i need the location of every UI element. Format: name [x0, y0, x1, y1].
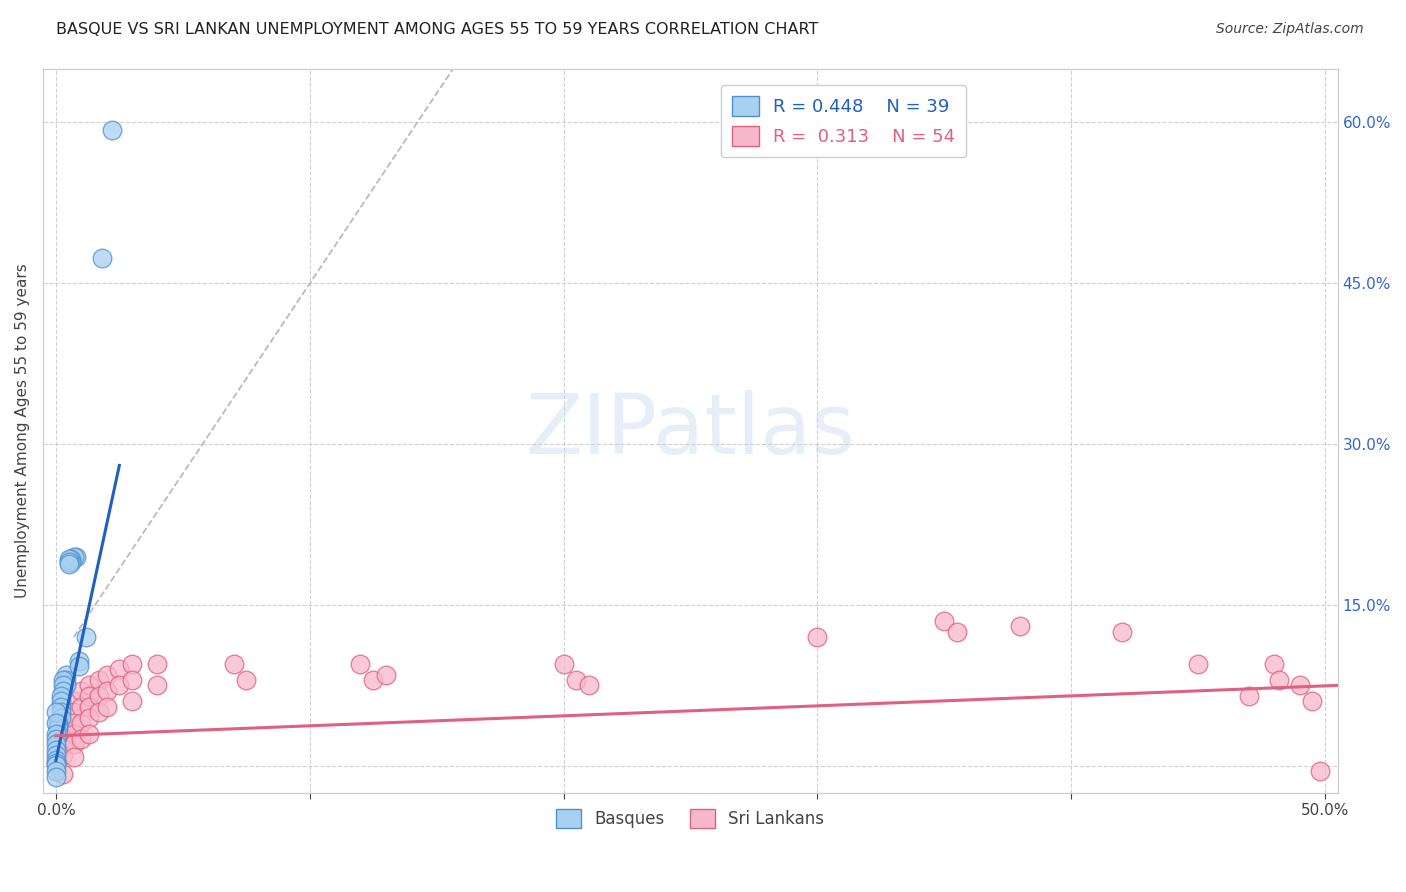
Point	[60, 551, 83, 566]
Point	[121, 657, 143, 671]
Point	[49, 694, 72, 708]
Point	[48, 715, 70, 730]
Point	[553, 657, 575, 671]
Point	[77, 726, 100, 740]
Point	[49, 689, 72, 703]
Point	[70, 699, 93, 714]
Point	[578, 678, 600, 692]
Point	[1237, 689, 1260, 703]
Point	[87, 673, 110, 687]
Point	[45, 770, 67, 784]
Point	[48, 718, 70, 732]
Point	[934, 614, 956, 628]
Point	[49, 705, 72, 719]
Point	[77, 710, 100, 724]
Point	[108, 678, 131, 692]
Point	[52, 748, 75, 763]
Point	[96, 683, 118, 698]
Point	[58, 551, 80, 566]
Point	[565, 673, 588, 687]
Point	[45, 715, 67, 730]
Point	[52, 673, 75, 687]
Point	[70, 683, 93, 698]
Point	[121, 673, 143, 687]
Text: ZIPatlas: ZIPatlas	[526, 390, 855, 471]
Point	[62, 738, 84, 752]
Point	[1301, 694, 1323, 708]
Point	[52, 739, 75, 754]
Point	[235, 673, 257, 687]
Point	[62, 726, 84, 740]
Point	[45, 705, 67, 719]
Point	[45, 748, 67, 763]
Point	[67, 654, 90, 668]
Point	[146, 678, 169, 692]
Point	[55, 678, 77, 692]
Text: Source: ZipAtlas.com: Source: ZipAtlas.com	[1216, 22, 1364, 37]
Point	[87, 705, 110, 719]
Point	[806, 630, 828, 644]
Point	[52, 678, 75, 692]
Point	[946, 624, 969, 639]
Point	[45, 731, 67, 746]
Point	[77, 689, 100, 703]
Point	[55, 667, 77, 681]
Text: BASQUE VS SRI LANKAN UNEMPLOYMENT AMONG AGES 55 TO 59 YEARS CORRELATION CHART: BASQUE VS SRI LANKAN UNEMPLOYMENT AMONG …	[56, 22, 818, 37]
Point	[52, 731, 75, 746]
Point	[52, 721, 75, 735]
Point	[96, 667, 118, 681]
Point	[146, 657, 169, 671]
Point	[100, 122, 122, 136]
Point	[45, 726, 67, 740]
Point	[77, 699, 100, 714]
Point	[62, 705, 84, 719]
Point	[52, 710, 75, 724]
Point	[1268, 673, 1291, 687]
Point	[1263, 657, 1285, 671]
Point	[65, 549, 87, 564]
Point	[58, 557, 80, 571]
Point	[90, 252, 112, 266]
Point	[55, 673, 77, 687]
Point	[349, 657, 371, 671]
Point	[52, 767, 75, 781]
Point	[49, 710, 72, 724]
Point	[1187, 657, 1209, 671]
Point	[62, 694, 84, 708]
Y-axis label: Unemployment Among Ages 55 to 59 years: Unemployment Among Ages 55 to 59 years	[15, 263, 30, 598]
Point	[1309, 764, 1331, 779]
Point	[70, 715, 93, 730]
Point	[45, 757, 67, 772]
Point	[48, 726, 70, 740]
Point	[49, 699, 72, 714]
Point	[108, 662, 131, 676]
Point	[96, 699, 118, 714]
Point	[45, 738, 67, 752]
Point	[60, 555, 83, 569]
Point	[70, 731, 93, 746]
Point	[121, 694, 143, 708]
Point	[361, 673, 384, 687]
Point	[1111, 624, 1133, 639]
Point	[67, 659, 90, 673]
Point	[58, 555, 80, 569]
Point	[87, 689, 110, 703]
Point	[222, 657, 245, 671]
Point	[48, 721, 70, 735]
Point	[45, 754, 67, 768]
Point	[62, 715, 84, 730]
Point	[52, 683, 75, 698]
Point	[1010, 619, 1032, 633]
Point	[62, 549, 84, 564]
Point	[45, 756, 67, 770]
Point	[374, 667, 396, 681]
Point	[1288, 678, 1310, 692]
Legend: Basques, Sri Lankans: Basques, Sri Lankans	[550, 803, 831, 835]
Point	[75, 630, 97, 644]
Point	[62, 750, 84, 764]
Point	[45, 743, 67, 757]
Point	[45, 764, 67, 779]
Point	[77, 678, 100, 692]
